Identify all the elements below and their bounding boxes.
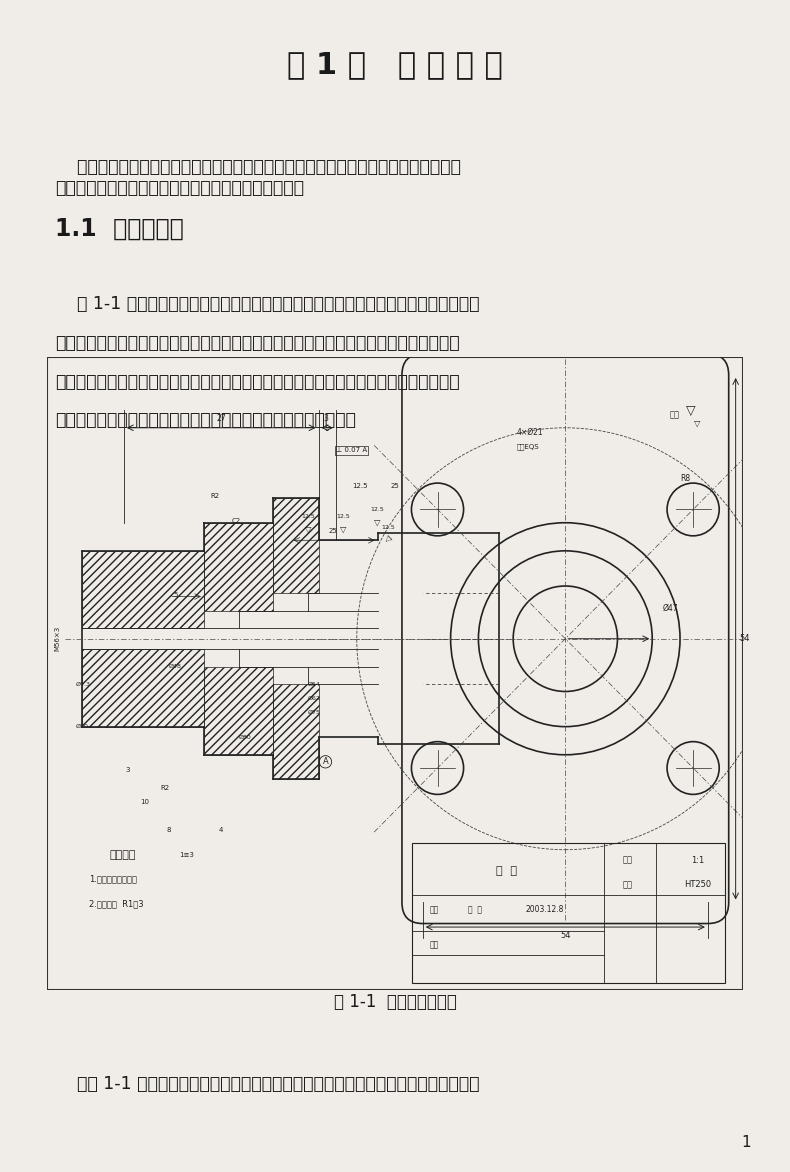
Text: 1.铸件作时效处理；: 1.铸件作时效处理； <box>89 874 137 884</box>
Text: ▽: ▽ <box>340 524 346 533</box>
Text: 和表面粗糙度要求，有标题栏。可见零件图不但包括指导加工制造的内容，也包括指导加: 和表面粗糙度要求，有标题栏。可见零件图不但包括指导加工制造的内容，也包括指导加 <box>55 373 460 390</box>
Text: Ø47: Ø47 <box>663 604 679 613</box>
Text: ▽: ▽ <box>305 524 311 533</box>
Text: 其余: 其余 <box>670 410 680 420</box>
Text: Ø30: Ø30 <box>75 724 88 729</box>
Text: ▽: ▽ <box>382 533 393 544</box>
Text: R2: R2 <box>160 785 169 791</box>
Text: 制图: 制图 <box>430 905 439 914</box>
Text: 阀  盖: 阀 盖 <box>496 866 517 875</box>
Text: C2: C2 <box>231 518 241 524</box>
Text: 1:1: 1:1 <box>690 856 704 865</box>
Bar <box>204 667 273 755</box>
Text: 图 1-1  零件图图样举例: 图 1-1 零件图图样举例 <box>333 993 457 1011</box>
Text: R8: R8 <box>680 473 690 483</box>
Text: 25: 25 <box>328 529 337 534</box>
Text: Ø75: Ø75 <box>308 710 321 715</box>
Bar <box>273 498 318 593</box>
Bar <box>412 843 725 983</box>
Text: 2003.12.8: 2003.12.8 <box>525 905 563 914</box>
Text: 12.5: 12.5 <box>301 515 315 519</box>
Text: Ø62: Ø62 <box>308 696 321 701</box>
Text: 李  靖: 李 靖 <box>468 905 482 914</box>
Text: 技术要求: 技术要求 <box>110 850 137 860</box>
Bar <box>82 551 204 628</box>
Text: R2: R2 <box>211 493 220 499</box>
Text: 25: 25 <box>390 483 400 489</box>
Text: 1≡3: 1≡3 <box>179 852 194 858</box>
Text: 3: 3 <box>323 414 328 423</box>
Text: 12.5: 12.5 <box>371 507 385 512</box>
Text: 对图 1-1 所示零件图图纸，不但要了解所涉及加工内容、要求，且要读懂由视图表达: 对图 1-1 所示零件图图纸，不但要了解所涉及加工内容、要求，且要读懂由视图表达 <box>55 1075 480 1093</box>
Text: 工制造前的准备和加工后期的检验，所谓千言万语比不上一张图。: 工制造前的准备和加工后期的检验，所谓千言万语比不上一张图。 <box>55 411 356 429</box>
Text: 54: 54 <box>739 634 750 643</box>
Text: HT250: HT250 <box>684 880 711 890</box>
Text: 2.铸造圆角  R1～3: 2.铸造圆角 R1～3 <box>89 899 144 908</box>
Text: 27: 27 <box>216 414 226 423</box>
Text: 5: 5 <box>174 592 179 598</box>
Text: Ø48: Ø48 <box>169 665 182 669</box>
Text: ▽: ▽ <box>686 403 695 417</box>
Text: 12.5: 12.5 <box>381 525 395 530</box>
Text: ▽: ▽ <box>694 418 701 428</box>
Bar <box>204 523 273 611</box>
Text: 通孔EQS: 通孔EQS <box>517 444 540 450</box>
Text: 10: 10 <box>141 799 149 805</box>
Text: A: A <box>322 757 329 766</box>
Text: 材料: 材料 <box>623 880 633 890</box>
Text: Ø4.3: Ø4.3 <box>75 682 90 687</box>
Text: 件各个结构的大小和相互位置的尺寸，包括尺寸容许误差、形状与位置公差，有技术要求: 件各个结构的大小和相互位置的尺寸，包括尺寸容许误差、形状与位置公差，有技术要求 <box>55 334 460 352</box>
Text: Ø54: Ø54 <box>308 682 321 687</box>
Text: 审核: 审核 <box>430 940 439 949</box>
Bar <box>82 649 204 727</box>
Text: 图 1-1 是一张零件图的图纸，内有表达零件形状的一组视图（正投影图），有表达零: 图 1-1 是一张零件图的图纸，内有表达零件形状的一组视图（正投影图），有表达零 <box>55 295 480 313</box>
Text: 12.5: 12.5 <box>352 483 368 489</box>
Text: 4×Ø21: 4×Ø21 <box>517 428 544 437</box>
Text: 54: 54 <box>560 931 570 940</box>
Text: M56×3: M56×3 <box>55 626 61 652</box>
Text: 第 1 章   识 图 基 础: 第 1 章 识 图 基 础 <box>287 50 503 79</box>
Text: 1: 1 <box>741 1136 750 1150</box>
Text: 比例: 比例 <box>623 856 633 865</box>
Text: 4: 4 <box>219 827 224 833</box>
Text: 8: 8 <box>167 827 171 833</box>
Text: ▽: ▽ <box>374 517 381 526</box>
Text: ⊥ 0.07 A: ⊥ 0.07 A <box>336 448 367 454</box>
Bar <box>273 684 318 779</box>
Text: 3: 3 <box>125 768 130 774</box>
Text: 机械图样是机器制造、零件加工的根据，机械行业的技术工人必须读懂机械图样，才
能上岗，也就是说，识图是机械技术工人的必备技能。: 机械图样是机器制造、零件加工的根据，机械行业的技术工人必须读懂机械图样，才 能上… <box>55 158 461 197</box>
Text: Ø80: Ø80 <box>239 735 251 740</box>
Text: 12.5: 12.5 <box>336 515 350 519</box>
Text: 1.1  视图与识图: 1.1 视图与识图 <box>55 217 184 240</box>
